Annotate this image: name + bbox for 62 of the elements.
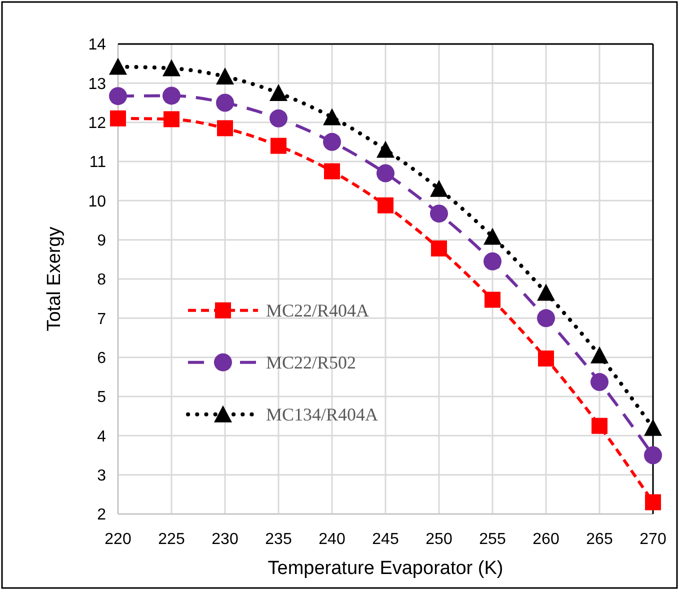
point	[431, 240, 447, 256]
point	[110, 110, 126, 126]
y-tick-label: 12	[88, 114, 106, 132]
point	[590, 346, 608, 364]
point	[164, 111, 180, 128]
y-tick-label: 11	[89, 154, 106, 172]
point	[323, 108, 341, 126]
point	[324, 163, 340, 180]
point	[430, 204, 448, 223]
y-tick-label: 4	[97, 428, 106, 446]
x-tick-label: 270	[640, 531, 666, 548]
point	[216, 94, 234, 112]
point	[323, 132, 341, 151]
point	[537, 309, 555, 328]
point	[216, 68, 234, 85]
y-tick-label: 2	[97, 506, 106, 524]
point	[162, 86, 180, 105]
x-tick-label: 225	[158, 531, 185, 548]
point	[270, 84, 288, 101]
point	[270, 109, 288, 128]
y-axis-title: Total Exergy	[44, 226, 65, 332]
point	[376, 164, 394, 182]
legend-label: MC134/R404A	[266, 404, 378, 425]
point	[645, 494, 661, 510]
point	[378, 197, 394, 214]
x-tick-label: 230	[212, 531, 238, 548]
y-tick-label: 14	[88, 36, 106, 54]
y-tick-label: 13	[88, 76, 106, 93]
point	[538, 350, 554, 367]
point	[592, 418, 608, 434]
x-tick-label: 250	[426, 531, 452, 548]
y-tick-label: 3	[97, 467, 106, 484]
point	[376, 140, 394, 158]
x-tick-label: 260	[532, 531, 560, 548]
point	[644, 446, 662, 464]
point	[162, 59, 180, 76]
point	[217, 120, 233, 136]
x-tick-label: 240	[318, 531, 346, 548]
y-tick-label: 5	[97, 389, 106, 406]
legend-label: MC22/R404A	[266, 300, 370, 321]
x-tick-label: 265	[586, 531, 613, 548]
point	[537, 284, 555, 301]
point	[644, 418, 662, 436]
x-tick-label: 220	[104, 531, 132, 548]
y-tick-label: 8	[97, 272, 106, 289]
point	[109, 58, 127, 75]
x-tick-label: 235	[265, 531, 292, 548]
x-tick-label: 255	[479, 531, 506, 548]
point	[484, 252, 502, 270]
x-tick-label: 245	[372, 531, 399, 548]
point	[484, 292, 500, 308]
legend-label: MC22/R502	[266, 352, 356, 373]
point	[484, 228, 502, 245]
y-tick-label: 9	[97, 232, 106, 250]
x-axis-title: Temperature Evaporator (K)	[268, 558, 504, 579]
point	[430, 180, 448, 197]
y-tick-label: 6	[97, 350, 106, 367]
y-tick-label: 7	[97, 310, 106, 328]
point	[590, 373, 608, 392]
point	[109, 87, 127, 106]
y-tick-label: 10	[88, 193, 106, 210]
point	[270, 138, 286, 154]
